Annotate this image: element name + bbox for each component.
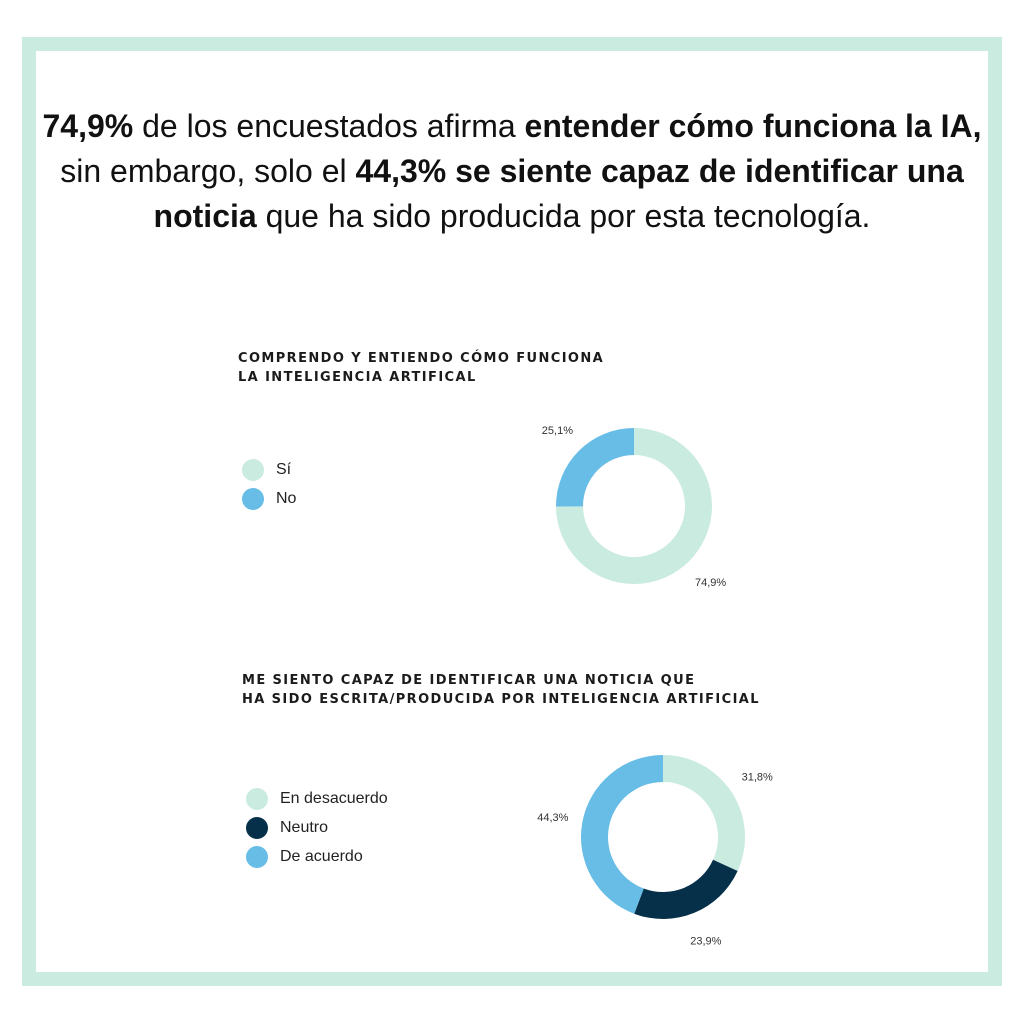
donut-value-label-de-acuerdo: 44,3%	[537, 812, 568, 824]
donut-slice-si	[556, 428, 712, 584]
legend-swatch-si	[242, 458, 264, 481]
legend-item-de-acuerdo: De acuerdo	[246, 842, 388, 871]
legend-label-en-desacuerdo: En desacuerdo	[280, 789, 388, 807]
legend-item-neutro: Neutro	[246, 813, 388, 842]
legend-label-neutro: Neutro	[280, 818, 329, 836]
headline-identify-phrase: 44,3% se siente capaz de identificar una…	[153, 153, 964, 234]
card-frame	[22, 37, 1002, 986]
chart-1-donut: 74,9% 25,1%	[542, 425, 727, 589]
headline-text-3: que ha sido producida por esta tecnologí…	[256, 198, 871, 234]
donut-value-label-si: 74,9%	[695, 577, 726, 589]
legend-label-de-acuerdo: De acuerdo	[280, 847, 363, 865]
legend-item-en-desacuerdo: En desacuerdo	[246, 784, 388, 813]
headline-stat-understand: 74,9%	[42, 108, 134, 144]
legend-label-si: Sí	[276, 460, 292, 478]
donut-value-label-neutro: 23,9%	[690, 935, 721, 947]
donut-slice-en-desacuerdo	[663, 755, 745, 871]
headline-text-2: sin embargo, solo el	[60, 153, 356, 189]
legend-item-no: No	[242, 484, 296, 513]
donut-slice-no	[556, 428, 634, 507]
legend-swatch-no	[242, 487, 264, 510]
chart-2-title: ME SIENTO CAPAZ DE IDENTIFICAR UNA NOTIC…	[242, 671, 760, 709]
donut-value-label-no: 25,1%	[542, 425, 573, 437]
legend-swatch-de-acuerdo	[246, 845, 268, 868]
chart-1-title: COMPRENDO Y ENTIENDO CÓMO FUNCIONA LA IN…	[238, 349, 604, 387]
headline: 74,9% de los encuestados afirma entender…	[30, 104, 994, 239]
legend-swatch-neutro	[246, 816, 268, 839]
chart-2-legend: En desacuerdo Neutro De acuerdo	[246, 784, 388, 871]
chart-2-donut: 31,8% 23,9% 44,3%	[537, 755, 773, 947]
chart-1-title-line-2: LA INTELIGENCIA ARTIFICAL	[238, 370, 477, 385]
legend-item-si: Sí	[242, 455, 296, 484]
legend-swatch-en-desacuerdo	[246, 787, 268, 810]
headline-understand-phrase: entender cómo funciona la IA,	[524, 108, 982, 144]
chart-1-title-line-1: COMPRENDO Y ENTIENDO CÓMO FUNCIONA	[238, 351, 605, 366]
donut-value-label-en-desacuerdo: 31,8%	[742, 771, 773, 783]
legend-label-no: No	[276, 489, 297, 507]
chart-1-legend: Sí No	[242, 455, 296, 513]
donut-slice-neutro	[634, 859, 738, 919]
donut-slice-de-acuerdo	[581, 755, 663, 914]
headline-text-1: de los encuestados afirma	[133, 108, 525, 144]
chart-2-title-line-1: ME SIENTO CAPAZ DE IDENTIFICAR UNA NOTIC…	[242, 673, 696, 688]
chart-2-title-line-2: HA SIDO ESCRITA/PRODUCIDA POR INTELIGENC…	[242, 692, 760, 707]
